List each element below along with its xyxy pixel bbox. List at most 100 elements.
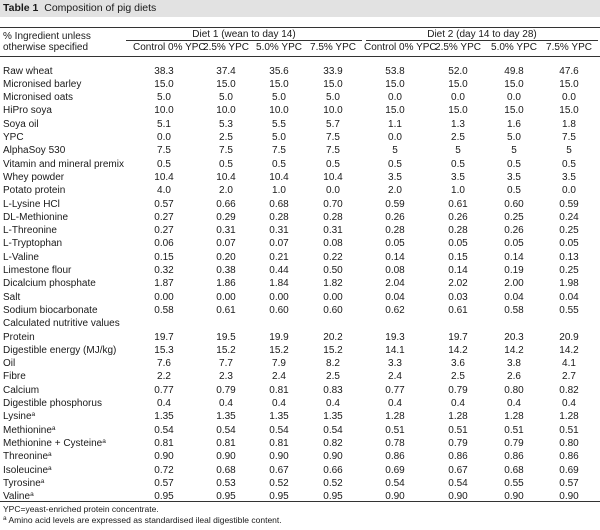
column-header: Control 0% YPC <box>364 42 437 53</box>
table-cell: 0.90 <box>323 451 343 463</box>
table-cell: 0.58 <box>504 304 524 316</box>
table-cell: 15.0 <box>154 78 174 90</box>
table-cell: 10.4 <box>323 171 343 183</box>
table-cell: 49.8 <box>504 65 524 77</box>
table-cell: 5.0 <box>272 132 286 143</box>
table-cell: 0.21 <box>269 251 289 263</box>
table-cell: 5.3 <box>219 118 233 130</box>
column-header: 2.5% YPC <box>203 42 249 53</box>
table-cell: 0.19 <box>504 265 524 276</box>
table-cell: 0.4 <box>157 398 171 409</box>
row-label: Dicalcium phosphate <box>3 278 96 290</box>
table-cell: 0.0 <box>388 92 402 104</box>
table-cell: 0.28 <box>385 225 405 237</box>
table-cell: 5 <box>392 145 398 157</box>
row-label: Micronised oats <box>3 92 74 104</box>
row-label: Lysinea <box>3 411 36 423</box>
table-cell: 15.0 <box>448 78 468 90</box>
table-cell: 0.61 <box>448 198 468 210</box>
table-cell: 2.5 <box>451 132 465 143</box>
table-cell: 5.0 <box>219 92 233 104</box>
table-cell: 15.0 <box>385 105 405 117</box>
table-cell: 0.54 <box>448 477 468 489</box>
table-cell: 0.05 <box>448 238 468 250</box>
table-cell: 20.2 <box>323 331 343 343</box>
footnote-ypc: YPC=yeast-enriched protein concentrate. <box>3 504 159 514</box>
table-cell: 10.4 <box>269 171 289 183</box>
table-cell: 0.90 <box>216 451 236 463</box>
table-cell: 10.0 <box>269 105 289 117</box>
table-cell: 0.04 <box>559 291 579 303</box>
table-cell: 0.54 <box>154 424 174 436</box>
table-cell: 0.00 <box>269 291 289 303</box>
table-cell: 0.0 <box>388 132 402 143</box>
table-cell: 19.9 <box>269 331 289 343</box>
bottom-rule <box>0 501 600 502</box>
table-cell: 15.0 <box>216 78 236 90</box>
table-cell: 0.05 <box>504 238 524 250</box>
table-cell: 0.54 <box>323 424 343 436</box>
table-cell: 7.7 <box>219 358 233 370</box>
table-cell: 19.7 <box>448 331 468 343</box>
table-cell: 0.51 <box>559 424 579 436</box>
row-label: L-Valine <box>3 251 39 263</box>
table-cell: 0.05 <box>559 238 579 250</box>
table-cell: 15.0 <box>504 78 524 90</box>
table-cell: 0.55 <box>559 304 579 316</box>
table-cell: 0.5 <box>507 158 521 170</box>
table-cell: 14.1 <box>385 344 405 356</box>
row-label: Micronised barley <box>3 78 82 90</box>
table-cell: 0.90 <box>154 451 174 463</box>
table-cell: 0.4 <box>507 398 521 409</box>
footnote-marker: a <box>31 411 36 419</box>
table-cell: 0.5 <box>272 158 286 170</box>
table-cell: 2.02 <box>448 278 468 290</box>
table-cell: 0.5 <box>157 158 171 170</box>
table-cell: 2.5 <box>326 371 340 383</box>
table-cell: 20.9 <box>559 331 579 343</box>
table-cell: 1.35 <box>216 411 236 423</box>
group-header-diet-2: Diet 2 (day 14 to day 28) <box>427 29 537 40</box>
table-cell: 2.00 <box>504 278 524 290</box>
table-cell: 0.79 <box>504 437 524 449</box>
table-cell: 3.3 <box>388 358 402 370</box>
table-cell: 7.5 <box>157 145 171 157</box>
table-cell: 15.2 <box>323 344 343 356</box>
table-cell: 8.2 <box>326 358 340 370</box>
table-cell: 3.5 <box>507 171 521 183</box>
table-cell: 2.5 <box>219 132 233 143</box>
row-label: Tyrosinea <box>3 477 45 489</box>
table-cell: 1.6 <box>507 118 521 130</box>
table-cell: 7.5 <box>272 145 286 157</box>
column-header: 7.5% YPC <box>310 42 356 53</box>
table-cell: 0.55 <box>504 477 524 489</box>
table-cell: 0.29 <box>216 211 236 223</box>
table-cell: 5.0 <box>507 132 521 143</box>
table-cell: 1.8 <box>562 118 576 130</box>
table-cell: 0.0 <box>157 132 171 143</box>
table-cell: 10.4 <box>154 171 174 183</box>
table-cell: 2.7 <box>562 371 576 383</box>
table-cell: 0.86 <box>504 451 524 463</box>
table-cell: 0.13 <box>559 251 579 263</box>
table-cell: 3.5 <box>451 171 465 183</box>
table-cell: 53.8 <box>385 65 405 77</box>
table-cell: 1.0 <box>272 185 286 197</box>
table-cell: 5.1 <box>157 118 171 130</box>
table-cell: 0.4 <box>219 398 233 409</box>
table-cell: 52.0 <box>448 65 468 77</box>
row-label: Potato protein <box>3 185 66 197</box>
row-label: Protein <box>3 331 35 343</box>
table-cell: 0.5 <box>388 158 402 170</box>
table-cell: 0.62 <box>385 304 405 316</box>
table-cell: 0.54 <box>385 477 405 489</box>
table-cell: 0.14 <box>448 265 468 276</box>
table-label: Table 1 <box>3 2 39 14</box>
row-label: Limestone flour <box>3 265 72 276</box>
table-cell: 0.60 <box>323 304 343 316</box>
table-cell: 0.68 <box>269 198 289 210</box>
table-cell: 20.3 <box>504 331 524 343</box>
table-cell: 35.6 <box>269 65 289 77</box>
table-cell: 0.90 <box>504 491 524 503</box>
table-cell: 0.51 <box>448 424 468 436</box>
